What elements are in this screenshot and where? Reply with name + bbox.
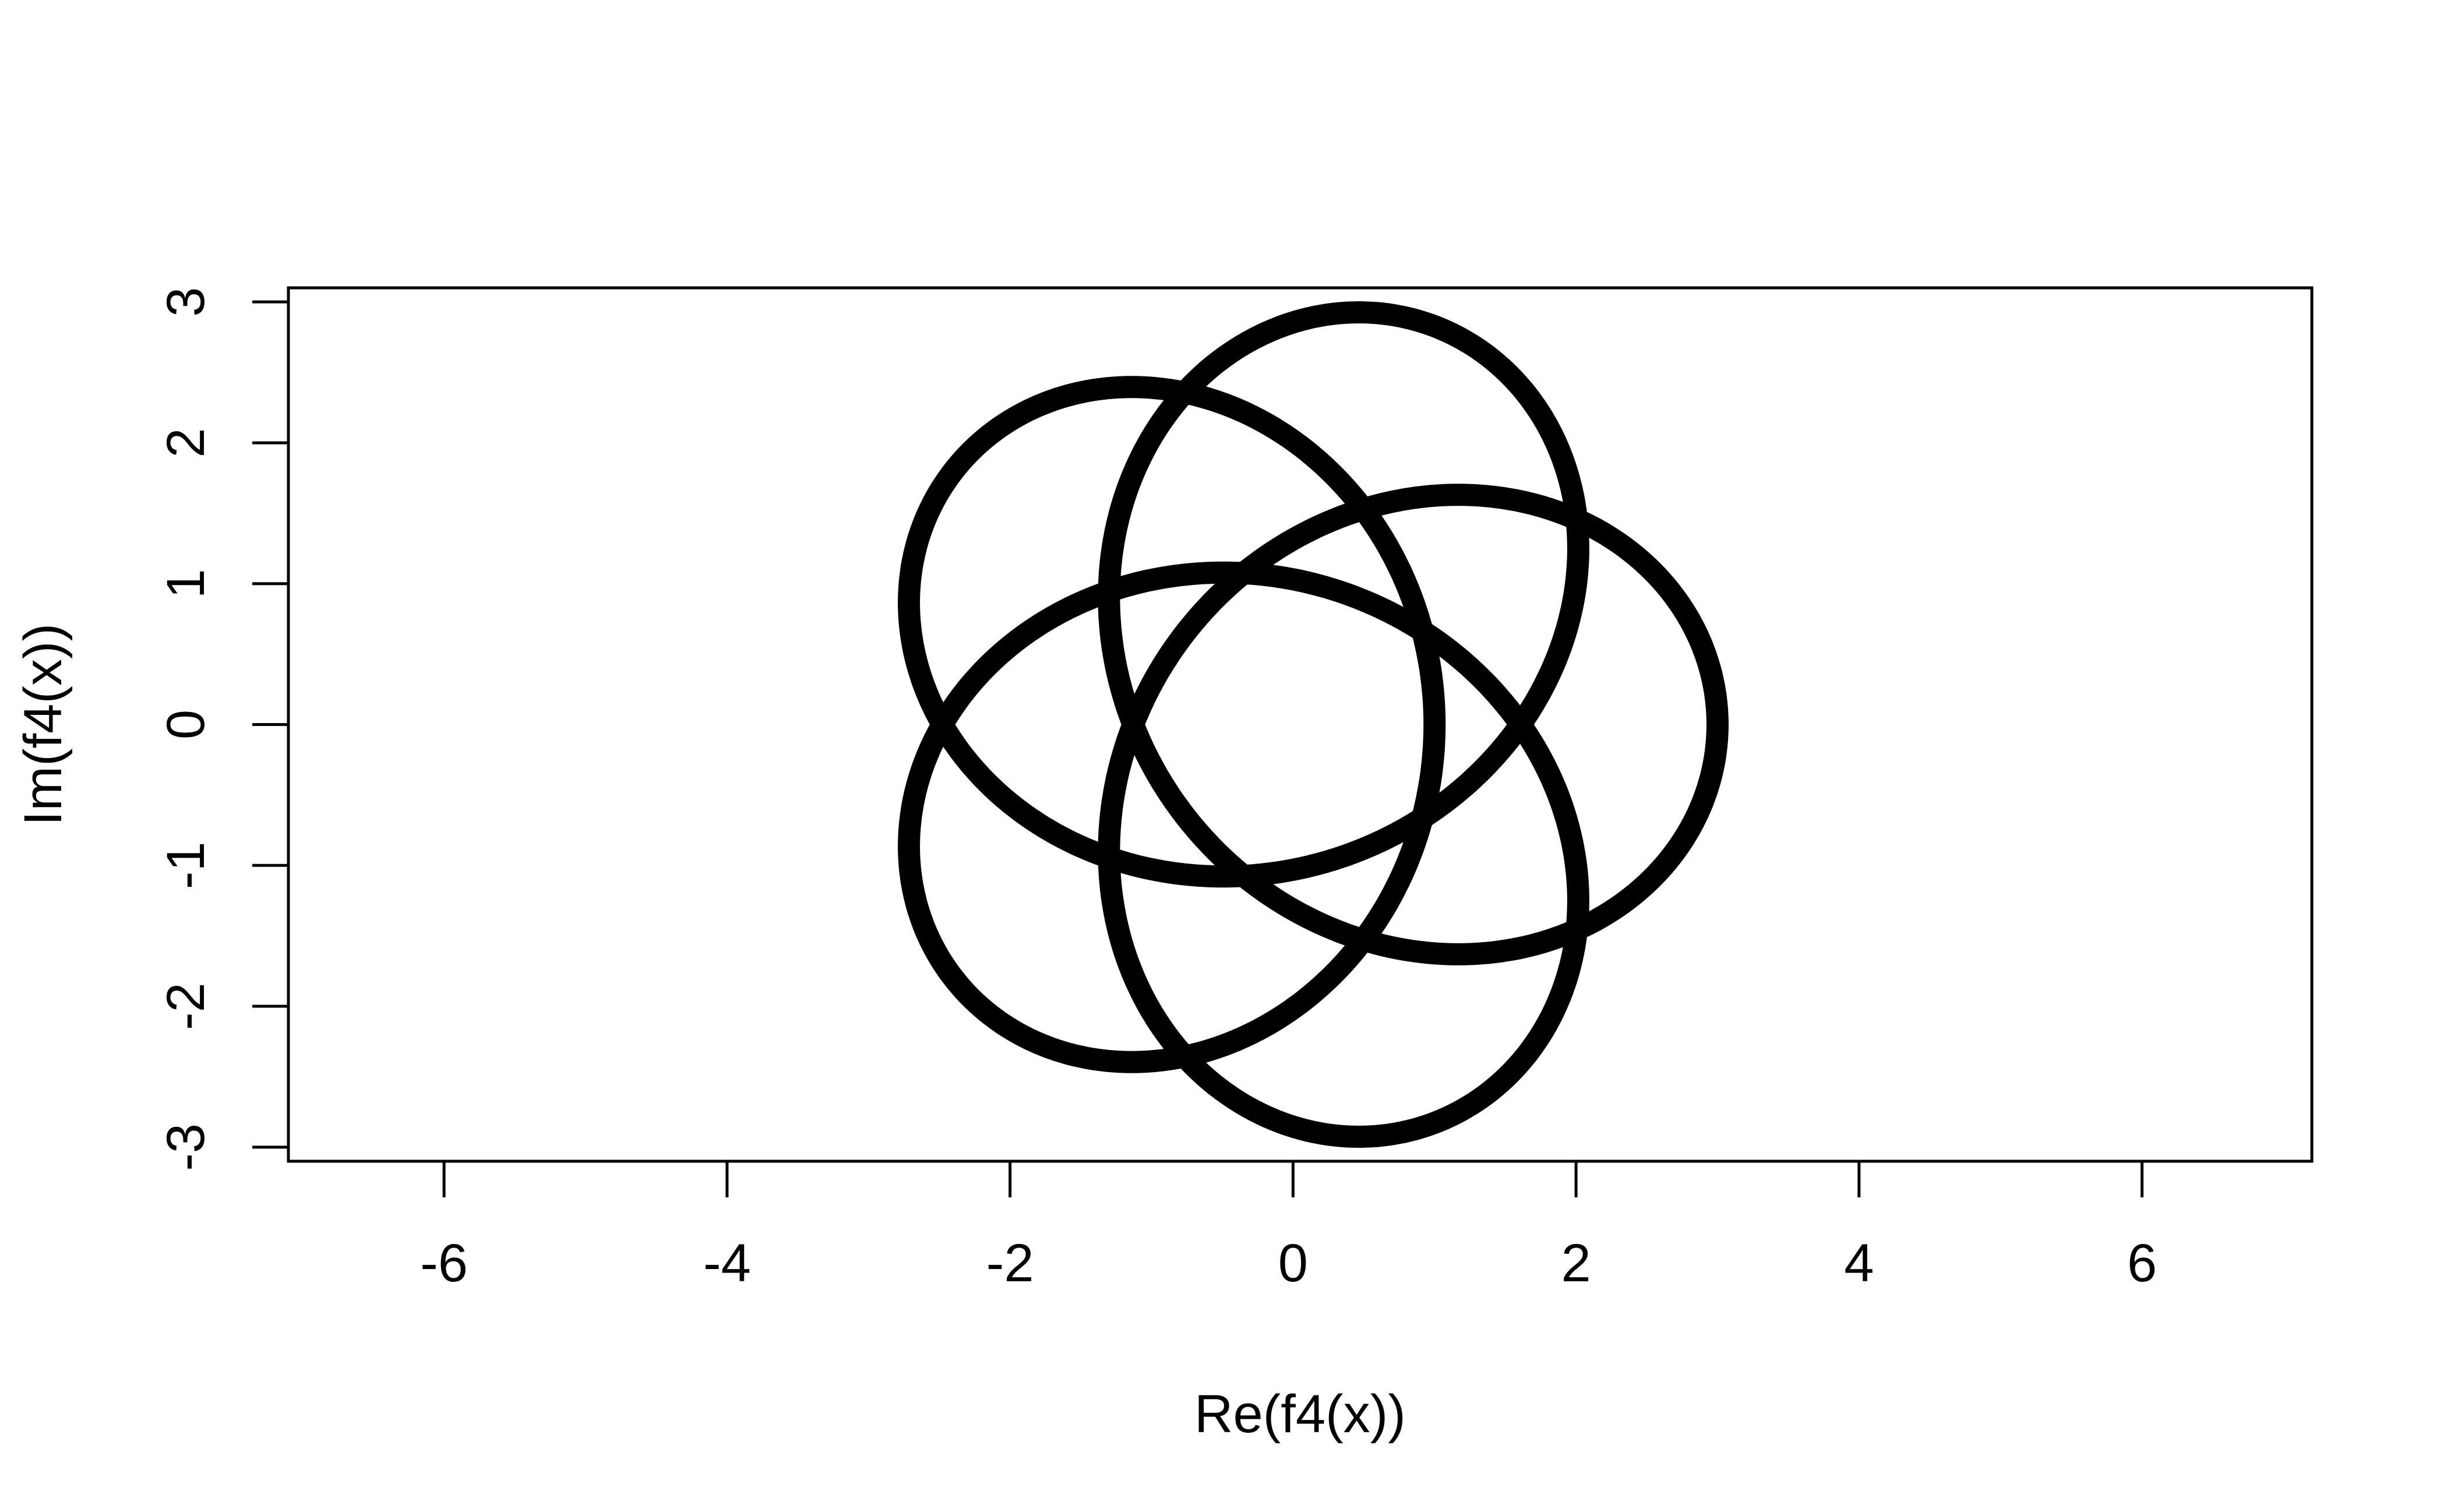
x-tick-label: -4 [703, 1233, 751, 1293]
y-tick-label: 0 [156, 710, 216, 739]
x-tick-label: 4 [1844, 1233, 1874, 1293]
y-axis: -3 -2 -1 0 1 2 3 [156, 287, 290, 1171]
x-axis-title: Re(f4(x)) [1194, 1384, 1406, 1444]
x-tick-label: 0 [1278, 1233, 1308, 1293]
y-tick-label: -1 [156, 841, 216, 889]
y-tick-label: -3 [156, 1123, 216, 1171]
curve-layer [898, 301, 1729, 1148]
x-tick-label: -2 [986, 1233, 1034, 1293]
y-tick-label: 2 [156, 428, 216, 457]
y-tick-label: 1 [156, 569, 216, 598]
x-tick-label: 6 [2127, 1233, 2157, 1293]
y-tick-label: 3 [156, 287, 216, 317]
series-line [898, 301, 1729, 1148]
y-tick-label: -2 [156, 982, 216, 1030]
y-axis-title: Im(f4(x)) [13, 623, 73, 826]
x-tick-label: -6 [420, 1233, 468, 1293]
x-axis: -6 -4 -2 0 2 4 6 [420, 1159, 2157, 1293]
x-tick-label: 2 [1561, 1233, 1591, 1293]
